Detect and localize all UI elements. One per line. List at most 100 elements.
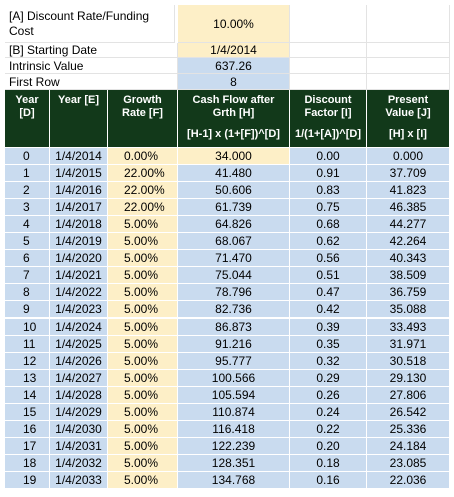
header-line: Year [E]	[58, 94, 99, 106]
table-cell: 1/4/2015	[50, 165, 108, 183]
table-cell: 1/4/2019	[50, 233, 108, 251]
table-cell: 5.00%	[108, 437, 178, 455]
table-cell: 5.00%	[108, 250, 178, 268]
table-cell: 5.00%	[108, 471, 178, 489]
table-cell: 5.00%	[108, 216, 178, 234]
table-cell: 5.00%	[108, 403, 178, 421]
table-cell: 22.00%	[108, 199, 178, 217]
header-line: Present	[387, 94, 429, 106]
param-label: [B] Starting Date	[5, 43, 178, 58]
table-cell: 1/4/2023	[50, 301, 108, 319]
table-cell: 16	[5, 420, 50, 438]
table-cell: 105.594	[178, 386, 290, 404]
param-value: 637.26	[178, 58, 290, 74]
table-cell: 14	[5, 386, 50, 404]
table-cell: 0.16	[290, 471, 367, 489]
table-cell: 0.83	[290, 182, 367, 200]
table-cell: 1/4/2018	[50, 216, 108, 234]
table-cell: 35.088	[367, 301, 450, 319]
header-line: Year	[15, 94, 39, 106]
table-cell: 29.130	[367, 369, 450, 387]
table-cell: 7	[5, 267, 50, 285]
header-line: Value [J]	[385, 107, 431, 119]
header-line: Growth	[123, 94, 162, 106]
table-cell: 1/4/2032	[50, 454, 108, 472]
table-cell: 37.709	[367, 165, 450, 183]
table-cell: 75.044	[178, 267, 290, 285]
table-cell: 128.351	[178, 454, 290, 472]
table-cell: 24.184	[367, 437, 450, 455]
table-cell: 50.606	[178, 182, 290, 200]
header-formula: 1/(1+[A])^[D]	[294, 128, 361, 140]
table-cell: 5.00%	[108, 267, 178, 285]
table-cell: 78.796	[178, 284, 290, 302]
table-cell: 0.39	[290, 318, 367, 336]
table-cell: 6	[5, 250, 50, 268]
table-cell: 9	[5, 301, 50, 319]
table-cell: 13	[5, 369, 50, 387]
table-cell: 18	[5, 454, 50, 472]
table-cell: 1/4/2029	[50, 403, 108, 421]
table-cell: 0.00	[290, 148, 367, 166]
empty-cell	[367, 58, 450, 74]
header-formula: [H-1] x (1+[F])^[D]	[187, 128, 280, 140]
param-value: 8	[178, 74, 290, 90]
header-line: Rate [F]	[122, 107, 163, 119]
table-cell: 30.518	[367, 352, 450, 370]
table-cell: 27.806	[367, 386, 450, 404]
table-cell: 61.739	[178, 199, 290, 217]
table-cell: 40.343	[367, 250, 450, 268]
param-value: 1/4/2014	[178, 43, 290, 58]
header-line: Grth [H]	[212, 107, 255, 119]
table-cell: 68.067	[178, 233, 290, 251]
param-value: 10.00%	[178, 5, 290, 43]
empty-cell	[290, 5, 367, 43]
table-cell: 64.826	[178, 216, 290, 234]
table-cell: 0.24	[290, 403, 367, 421]
table-cell: 91.216	[178, 335, 290, 353]
table-cell: 0.26	[290, 386, 367, 404]
empty-cell	[290, 43, 367, 58]
table-cell: 3	[5, 199, 50, 217]
table-cell: 86.873	[178, 318, 290, 336]
table-cell: 5.00%	[108, 284, 178, 302]
table-cell: 0	[5, 148, 50, 166]
table-cell: 1/4/2031	[50, 437, 108, 455]
table-cell: 1/4/2016	[50, 182, 108, 200]
table-cell: 34.000	[178, 148, 290, 166]
table-cell: 22.00%	[108, 182, 178, 200]
header-formula: [H] x [I]	[389, 128, 427, 140]
table-cell: 19	[5, 471, 50, 489]
table-cell: 1/4/2017	[50, 199, 108, 217]
column-header: Growth Rate [F]	[108, 90, 178, 148]
table-cell: 1/4/2030	[50, 420, 108, 438]
table-cell: 122.239	[178, 437, 290, 455]
table-cell: 46.385	[367, 199, 450, 217]
table-cell: 0.18	[290, 454, 367, 472]
table-cell: 5.00%	[108, 386, 178, 404]
empty-cell	[367, 5, 450, 43]
param-label: [A] Discount Rate/Funding Cost	[5, 5, 175, 43]
table-cell: 17	[5, 437, 50, 455]
table-cell: 31.971	[367, 335, 450, 353]
table-cell: 0.42	[290, 301, 367, 319]
table-cell: 1/4/2020	[50, 250, 108, 268]
table-cell: 38.509	[367, 267, 450, 285]
table-cell: 25.336	[367, 420, 450, 438]
param-label: Intrinsic Value	[5, 58, 178, 74]
table-cell: 2	[5, 182, 50, 200]
table-cell: 42.264	[367, 233, 450, 251]
column-header: Cash Flow after Grth [H] [H-1] x (1+[F])^[…	[178, 90, 290, 148]
table-cell: 1/4/2022	[50, 284, 108, 302]
table-cell: 26.542	[367, 403, 450, 421]
empty-cell	[367, 43, 450, 58]
table-cell: 1/4/2033	[50, 471, 108, 489]
table-cell: 134.768	[178, 471, 290, 489]
table-cell: 12	[5, 352, 50, 370]
table-cell: 44.277	[367, 216, 450, 234]
table-cell: 1	[5, 165, 50, 183]
table-cell: 41.823	[367, 182, 450, 200]
table-cell: 36.759	[367, 284, 450, 302]
table-cell: 0.51	[290, 267, 367, 285]
table-cell: 11	[5, 335, 50, 353]
